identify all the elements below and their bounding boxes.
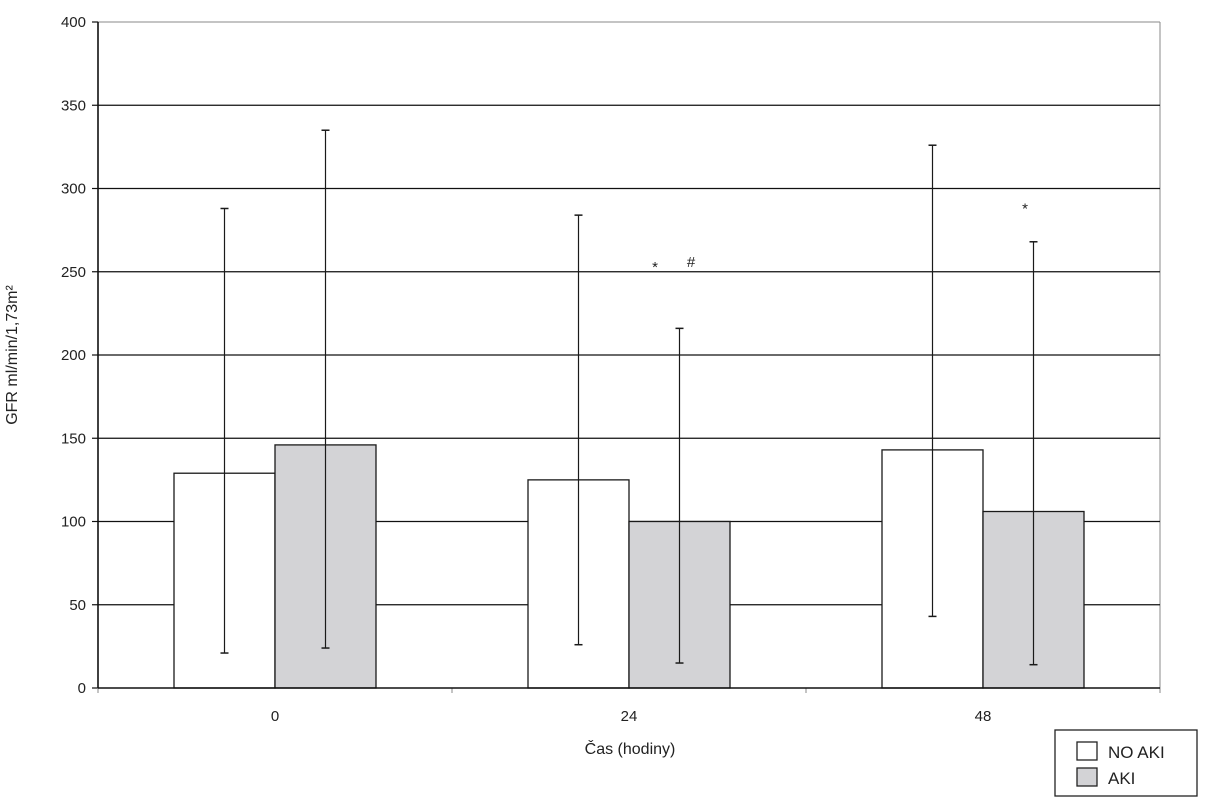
annotation-hash: # [687,254,696,271]
y-tick-label: 300 [61,181,86,198]
legend-swatch-aki [1076,767,1098,787]
error-bars [220,129,1038,666]
legend: NO AKI AKI [1054,729,1198,797]
y-axis-title: GFR ml/min/1,73m² [4,285,21,425]
x-axis-title: Čas (hodiny) [585,739,676,758]
bars [173,444,1085,689]
annotation-asterisk: * [652,259,658,276]
axes: 0 50 100 150 200 250 300 350 400 0 24 48 [61,14,1161,725]
annotations: * # * [652,200,1028,275]
annotation-asterisk: * [1022,200,1028,217]
x-tick-label-0: 0 [271,708,279,725]
legend-label-no-aki: NO AKI [1108,743,1165,762]
y-tick-label: 200 [61,347,86,364]
legend-swatch-no-aki [1076,741,1098,761]
x-tick-label-24: 24 [621,708,638,725]
y-tick-label: 250 [61,264,86,281]
y-tick-label: 150 [61,430,86,447]
y-tick-label: 350 [61,97,86,114]
legend-label-aki: AKI [1108,769,1135,788]
y-tick-label: 50 [69,597,86,614]
y-tick-label: 0 [78,680,86,697]
y-tick-label: 100 [61,514,86,531]
y-tick-label: 400 [61,14,86,31]
x-tick-label-48: 48 [975,708,992,725]
